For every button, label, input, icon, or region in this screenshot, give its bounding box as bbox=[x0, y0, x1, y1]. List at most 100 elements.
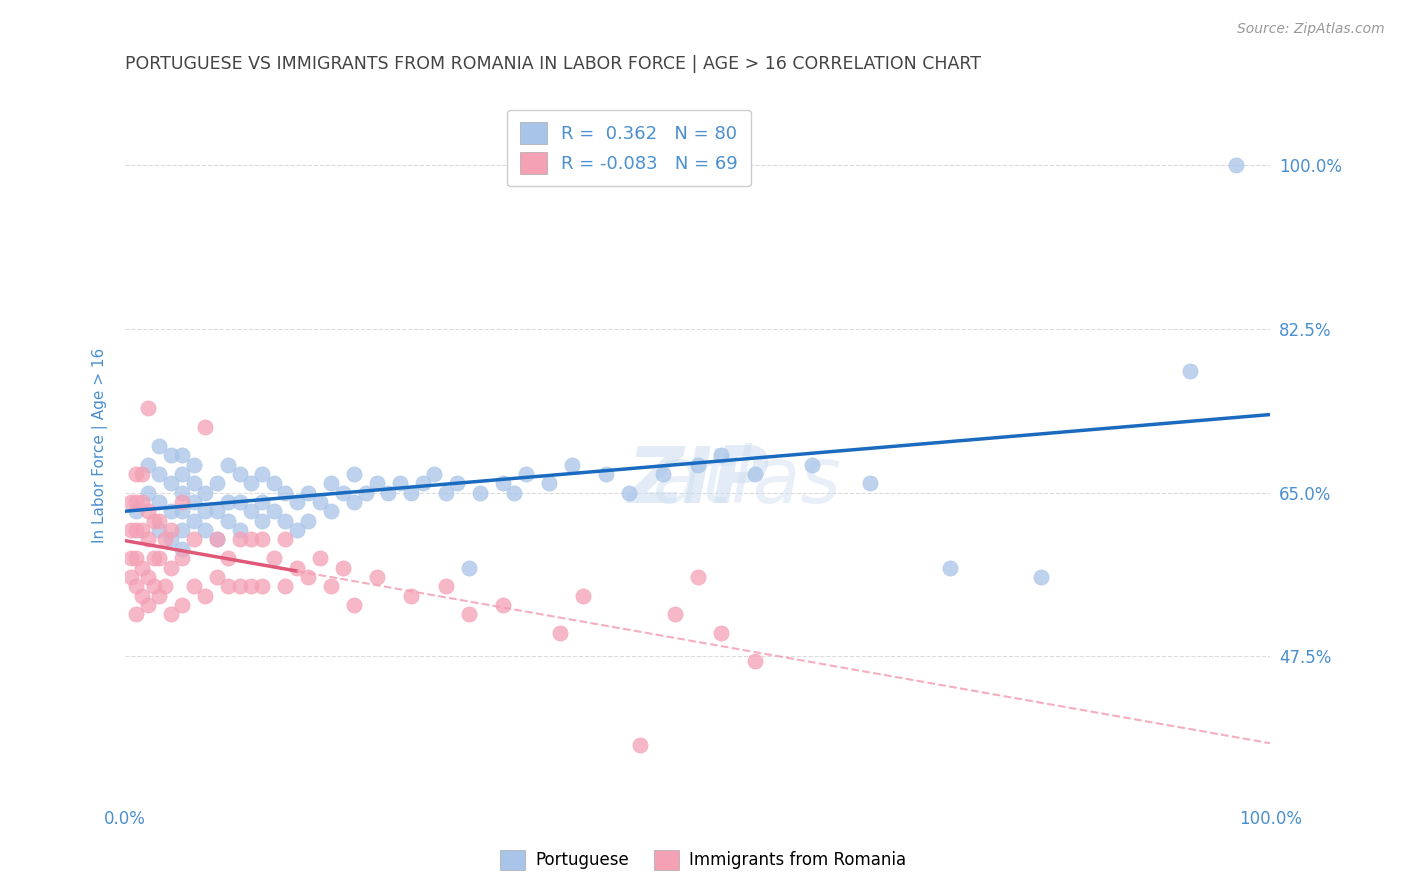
Point bbox=[252, 467, 274, 481]
Legend: R =  0.362   N = 80, R = -0.083   N = 69: R = 0.362 N = 80, R = -0.083 N = 69 bbox=[508, 110, 751, 186]
Point bbox=[297, 514, 319, 528]
Point bbox=[125, 467, 148, 481]
Point bbox=[388, 476, 411, 491]
Point bbox=[205, 476, 228, 491]
Point bbox=[194, 523, 217, 537]
Point bbox=[537, 476, 560, 491]
Point bbox=[194, 504, 217, 518]
Point bbox=[297, 570, 319, 584]
Point bbox=[183, 533, 205, 547]
Point bbox=[125, 551, 148, 566]
Point bbox=[183, 514, 205, 528]
Point bbox=[228, 495, 250, 509]
Point bbox=[159, 523, 181, 537]
Point bbox=[136, 485, 159, 500]
Point bbox=[159, 607, 181, 622]
Point bbox=[492, 598, 515, 612]
Point bbox=[1031, 570, 1053, 584]
Point bbox=[263, 504, 285, 518]
Text: atlas: atlas bbox=[554, 443, 841, 519]
Point bbox=[1180, 364, 1202, 378]
Point bbox=[285, 560, 308, 574]
Point bbox=[159, 448, 181, 462]
Point bbox=[136, 458, 159, 472]
Point bbox=[172, 598, 194, 612]
Point bbox=[423, 467, 446, 481]
Point bbox=[434, 485, 457, 500]
Point bbox=[686, 570, 709, 584]
Point bbox=[172, 504, 194, 518]
Point bbox=[652, 467, 675, 481]
Point bbox=[274, 579, 297, 593]
Point bbox=[297, 485, 319, 500]
Point bbox=[136, 570, 159, 584]
Point bbox=[710, 626, 733, 640]
Point bbox=[183, 458, 205, 472]
Point bbox=[343, 495, 366, 509]
Point bbox=[240, 504, 263, 518]
Point bbox=[617, 485, 640, 500]
Text: ZIP: ZIP bbox=[627, 443, 769, 519]
Point bbox=[194, 485, 217, 500]
Point bbox=[354, 485, 377, 500]
Point bbox=[285, 495, 308, 509]
Point bbox=[148, 439, 170, 453]
Point bbox=[159, 533, 181, 547]
Point bbox=[172, 541, 194, 556]
Point bbox=[136, 504, 159, 518]
Point bbox=[125, 579, 148, 593]
Point bbox=[142, 551, 165, 566]
Point bbox=[938, 560, 960, 574]
Point bbox=[252, 533, 274, 547]
Point bbox=[131, 523, 153, 537]
Point bbox=[548, 626, 571, 640]
Point bbox=[131, 467, 153, 481]
Point bbox=[664, 607, 686, 622]
Point bbox=[159, 476, 181, 491]
Point bbox=[142, 579, 165, 593]
Point bbox=[252, 579, 274, 593]
Point bbox=[515, 467, 537, 481]
Point bbox=[172, 467, 194, 481]
Point bbox=[159, 560, 181, 574]
Point bbox=[343, 467, 366, 481]
Point bbox=[401, 485, 423, 500]
Point bbox=[120, 551, 142, 566]
Point bbox=[148, 514, 170, 528]
Point bbox=[131, 560, 153, 574]
Point bbox=[710, 448, 733, 462]
Point bbox=[172, 485, 194, 500]
Point bbox=[308, 551, 330, 566]
Point bbox=[572, 589, 595, 603]
Point bbox=[434, 579, 457, 593]
Point bbox=[148, 495, 170, 509]
Point bbox=[321, 476, 343, 491]
Point bbox=[446, 476, 468, 491]
Point bbox=[228, 523, 250, 537]
Point bbox=[274, 514, 297, 528]
Point bbox=[205, 504, 228, 518]
Point bbox=[217, 514, 239, 528]
Text: Source: ZipAtlas.com: Source: ZipAtlas.com bbox=[1237, 22, 1385, 37]
Point bbox=[120, 570, 142, 584]
Point bbox=[457, 560, 479, 574]
Point bbox=[321, 579, 343, 593]
Point bbox=[686, 458, 709, 472]
Point bbox=[263, 476, 285, 491]
Point bbox=[217, 579, 239, 593]
Point bbox=[274, 533, 297, 547]
Point bbox=[125, 495, 148, 509]
Point bbox=[153, 533, 176, 547]
Point bbox=[401, 589, 423, 603]
Point bbox=[136, 401, 159, 416]
Point bbox=[148, 467, 170, 481]
Point bbox=[492, 476, 515, 491]
Point bbox=[120, 523, 142, 537]
Point bbox=[205, 570, 228, 584]
Point bbox=[125, 504, 148, 518]
Point bbox=[332, 560, 354, 574]
Point bbox=[1225, 158, 1247, 172]
Point bbox=[159, 504, 181, 518]
Point bbox=[240, 579, 263, 593]
Point bbox=[217, 551, 239, 566]
